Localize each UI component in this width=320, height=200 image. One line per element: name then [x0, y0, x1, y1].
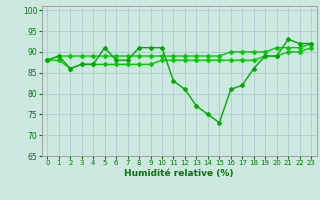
X-axis label: Humidité relative (%): Humidité relative (%): [124, 169, 234, 178]
